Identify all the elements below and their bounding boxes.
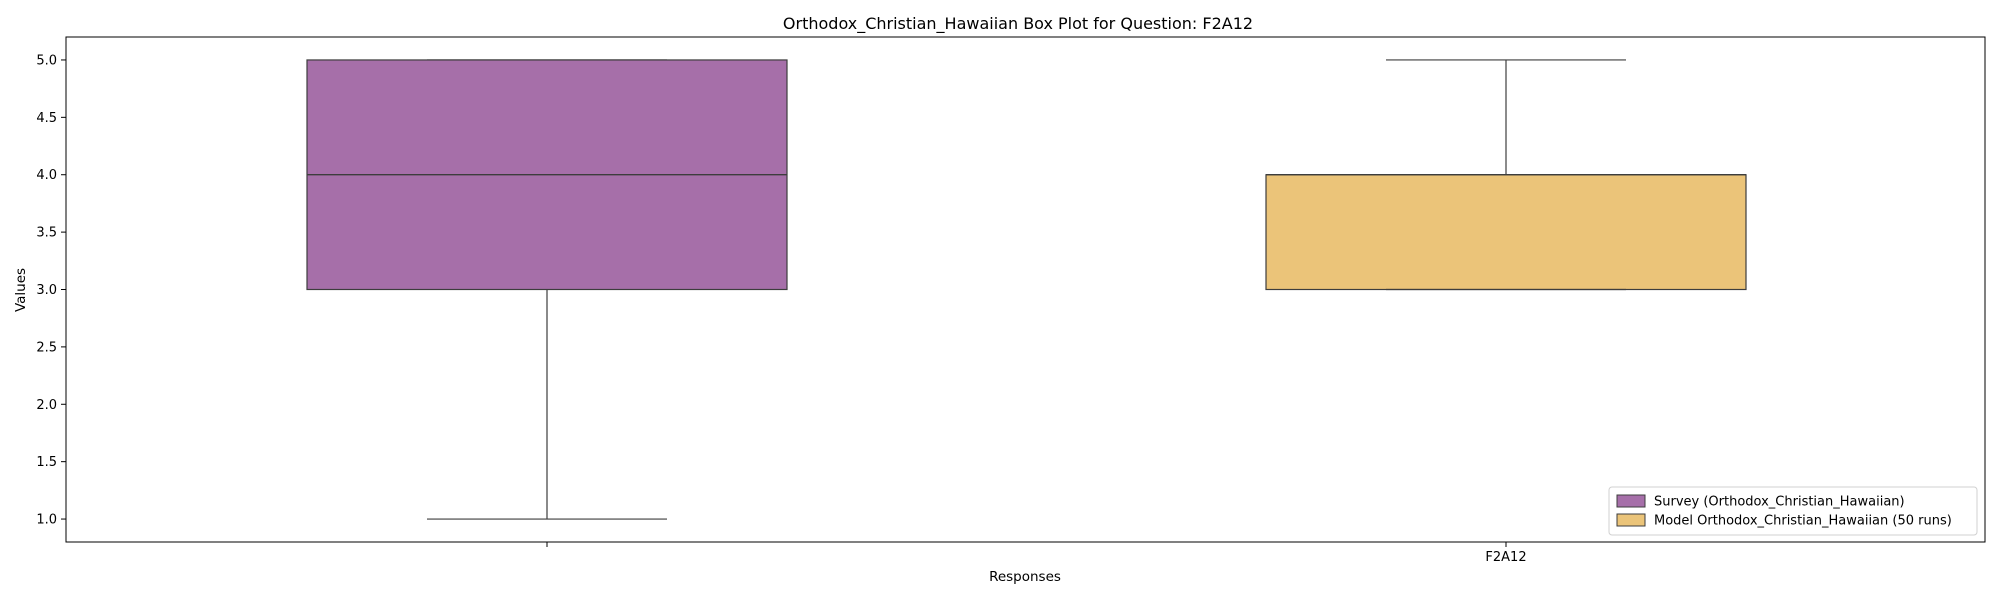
x-tick-label: F2A12 <box>1485 550 1526 565</box>
y-tick-label: 1.0 <box>36 513 57 528</box>
y-axis: 1.0 1.5 2.0 2.5 3.0 3.5 4.0 4.5 5.0 <box>36 53 66 528</box>
legend-label: Model Orthodox_Christian_Hawaiian (50 ru… <box>1654 514 1952 529</box>
y-axis-label: Values <box>13 268 29 312</box>
box-series <box>306 59 788 520</box>
chart-title: Orthodox_Christian_Hawaiian Box Plot for… <box>783 14 1253 34</box>
plot-area <box>306 59 1747 520</box>
y-tick-label: 4.0 <box>36 168 57 183</box>
legend: Survey (Orthodox_Christian_Hawaiian) Mode… <box>1608 486 1978 536</box>
y-tick-label: 5.0 <box>36 53 57 68</box>
legend-swatch <box>1616 513 1646 527</box>
y-tick-label: 2.5 <box>36 340 57 355</box>
legend-swatch <box>1616 494 1646 508</box>
y-tick-label: 1.5 <box>36 455 57 470</box>
y-tick-label: 3.0 <box>36 283 57 298</box>
y-tick-label: 3.5 <box>36 226 57 241</box>
x-axis: F2A12 <box>546 542 1527 565</box>
y-tick-label: 4.5 <box>36 111 57 126</box>
legend-label: Survey (Orthodox_Christian_Hawaiian) <box>1654 495 1905 510</box>
box <box>1265 174 1747 291</box>
legend-box <box>1608 486 1978 536</box>
y-tick-label: 2.0 <box>36 398 57 413</box>
box-series <box>1265 59 1747 291</box>
x-axis-label: Responses <box>989 569 1061 585</box>
